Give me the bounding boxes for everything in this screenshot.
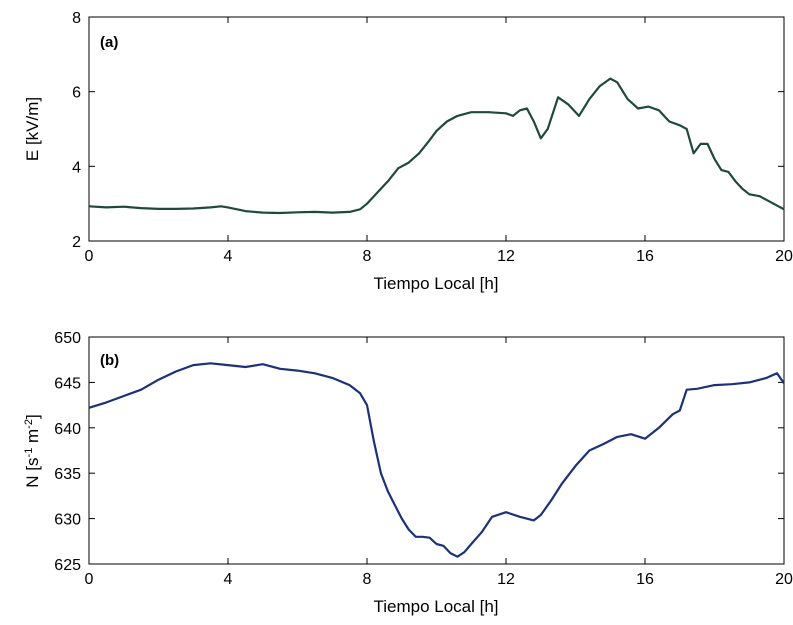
panel-a-y-tick-label: 6	[72, 85, 81, 102]
panel-b-x-axis-label: Tiempo Local [h]	[373, 597, 498, 616]
panel-a-series-line	[88, 77, 785, 215]
panel-b-y-tick-label: 630	[54, 512, 81, 529]
panel-a-x-tick-label: 0	[85, 248, 94, 265]
panel-b-x-tick-label: 0	[85, 571, 94, 588]
panel-b-y-label-sup2: -2	[23, 419, 35, 429]
panel-b: 0 4 8 12 16 20 625 630 635 640 645 650 (b) Tiempo …	[23, 330, 793, 616]
panel-a-x-tick-label: 8	[363, 248, 372, 265]
panel-b-y-label-part1: N [s	[23, 457, 42, 487]
panel-b-x-tick-label: 20	[775, 571, 793, 588]
panel-a-y-tick-label: 2	[72, 234, 81, 251]
panel-b-x-ticks: 0 4 8 12 16 20	[85, 337, 793, 588]
panel-a-x-tick-label: 4	[224, 248, 233, 265]
panel-b-y-label-sup1: -1	[23, 448, 35, 458]
panel-b-x-tick-label: 8	[363, 571, 372, 588]
panel-b-y-ticks: 625 630 635 640 645 650	[54, 330, 784, 574]
panel-a-label: (a)	[100, 34, 118, 51]
panel-b-x-tick-label: 16	[636, 571, 654, 588]
panel-a-y-axis-label: E [kV/m]	[23, 97, 42, 161]
panel-b-y-tick-label: 645	[54, 375, 81, 392]
panel-a-x-ticks: 0 4 8 12 16 20	[85, 17, 793, 265]
panel-a-x-tick-label: 12	[497, 248, 515, 265]
panel-b-x-tick-label: 12	[497, 571, 515, 588]
panel-b-y-tick-label: 635	[54, 466, 81, 483]
panel-a-axes-frame	[88, 16, 785, 242]
panel-b-label: (b)	[100, 352, 119, 369]
panel-a-y-tick-label: 4	[72, 159, 81, 176]
panel-b-y-label-part3: ]	[23, 414, 42, 419]
panel-b-y-axis-label: N [s-1 m-2]	[23, 414, 42, 487]
panel-b-y-label-part2: m	[23, 429, 42, 448]
panel-b-y-tick-label: 625	[54, 557, 81, 574]
panel-a-x-tick-label: 20	[775, 248, 793, 265]
panel-b-x-tick-label: 4	[224, 571, 233, 588]
panel-a-y-ticks: 2 4 6 8	[72, 10, 784, 251]
panel-b-y-tick-label: 640	[54, 421, 81, 438]
panel-a-y-tick-label: 8	[72, 10, 81, 27]
panel-b-series-line	[88, 362, 785, 558]
panel-b-axes-frame	[88, 336, 785, 565]
panel-b-y-tick-label: 650	[54, 330, 81, 347]
panel-a-x-axis-label: Tiempo Local [h]	[373, 274, 498, 293]
panel-a-x-tick-label: 16	[636, 248, 654, 265]
